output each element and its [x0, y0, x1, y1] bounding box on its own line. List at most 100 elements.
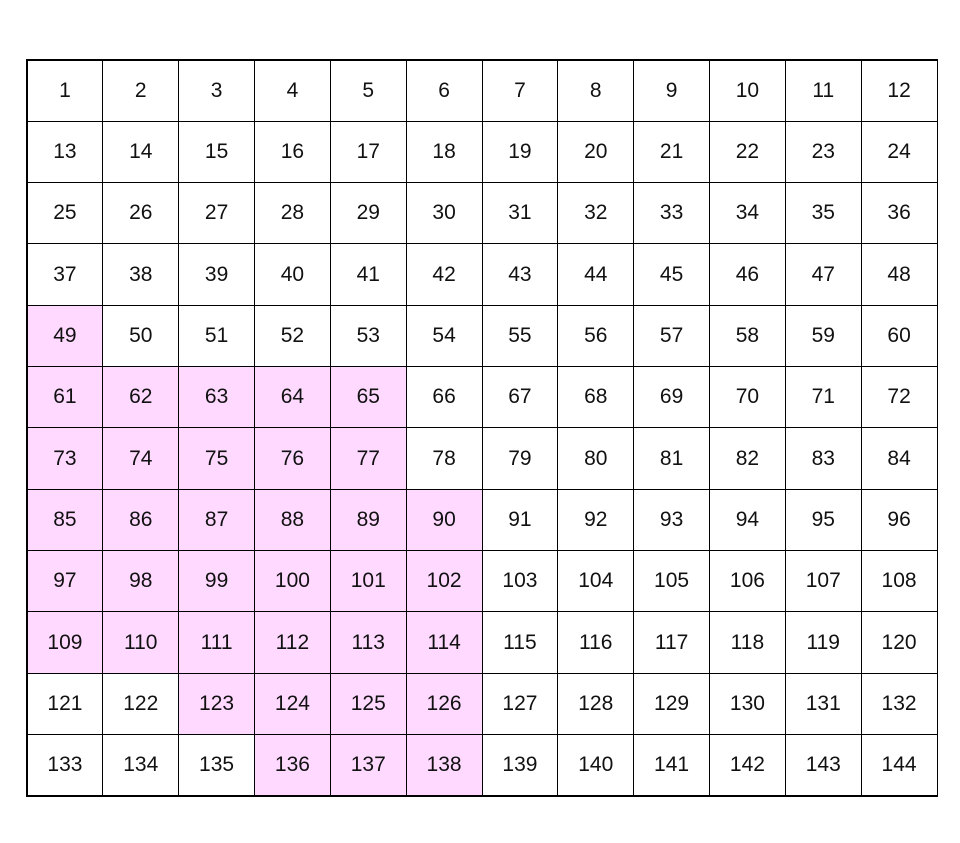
highlighted-number-cell: 90	[405, 488, 483, 552]
number-cell: 132	[860, 672, 938, 736]
number-cell: 3	[178, 59, 255, 122]
number-cell: 131	[784, 672, 862, 736]
number-cell: 69	[633, 366, 710, 429]
number-cell: 57	[633, 304, 710, 368]
number-cell: 1	[26, 59, 104, 122]
number-cell: 10	[709, 59, 786, 122]
number-cell: 135	[178, 734, 255, 797]
number-cell: 32	[557, 182, 635, 245]
number-cell: 42	[405, 243, 483, 306]
highlighted-number-cell: 62	[102, 366, 180, 429]
number-cell: 52	[254, 304, 331, 368]
number-cell: 141	[633, 734, 710, 797]
number-cell: 133	[26, 734, 104, 797]
number-cell: 66	[405, 366, 483, 429]
number-cell: 130	[709, 672, 786, 736]
number-cell: 68	[557, 366, 635, 429]
number-cell: 18	[405, 120, 483, 184]
number-cell: 60	[860, 304, 938, 368]
number-cell: 25	[26, 182, 104, 245]
number-cell: 56	[557, 304, 635, 368]
highlighted-number-cell: 75	[178, 427, 255, 490]
highlighted-number-cell: 49	[26, 304, 104, 368]
number-cell: 29	[329, 182, 407, 245]
highlighted-number-cell: 89	[329, 488, 407, 552]
number-cell: 7	[481, 59, 559, 122]
number-cell: 144	[860, 734, 938, 797]
number-cell: 8	[557, 59, 635, 122]
highlighted-number-cell: 136	[254, 734, 331, 797]
hundred-chart-grid: 1 2 3 4 5 6 7 8 9 10 11 12 13 1 4 15 16 17 18 19 20 21 22 23 24 2…	[26, 59, 938, 797]
number-cell: 20	[557, 120, 635, 184]
number-cell: 47	[784, 243, 862, 306]
number-cell: 84	[860, 427, 938, 490]
number-cell: 24	[860, 120, 938, 184]
number-cell: 115	[481, 611, 559, 674]
number-cell: 59	[784, 304, 862, 368]
number-cell: 16	[254, 120, 331, 184]
number-cell: 140	[557, 734, 635, 797]
number-cell: 19	[481, 120, 559, 184]
number-cell: 143	[784, 734, 862, 797]
number-cell: 51	[178, 304, 255, 368]
number-cell: 58	[709, 304, 786, 368]
number-cell: 72	[860, 366, 938, 429]
number-cell: 67	[481, 366, 559, 429]
number-cell: 4	[254, 59, 331, 122]
number-cell: 37	[26, 243, 104, 306]
number-cell: 12	[860, 59, 938, 122]
number-cell: 26	[102, 182, 180, 245]
number-cell: 15	[178, 120, 255, 184]
highlighted-number-cell: 125	[329, 672, 407, 736]
number-cell: 83	[784, 427, 862, 490]
number-cell: 17	[329, 120, 407, 184]
number-cell: 117	[633, 611, 710, 674]
number-cell: 54	[405, 304, 483, 368]
number-cell: 71	[784, 366, 862, 429]
number-cell: 70	[709, 366, 786, 429]
number-cell: 103	[481, 550, 559, 613]
highlighted-number-cell: 112	[254, 611, 331, 674]
number-cell: 120	[860, 611, 938, 674]
number-cell: 116	[557, 611, 635, 674]
number-cell: 41	[329, 243, 407, 306]
highlighted-number-cell: 138	[405, 734, 483, 797]
number-cell: 48	[860, 243, 938, 306]
number-cell: 96	[860, 488, 938, 552]
number-cell: 28	[254, 182, 331, 245]
number-cell: 23	[784, 120, 862, 184]
number-cell: 31	[481, 182, 559, 245]
highlighted-number-cell: 85	[26, 488, 104, 552]
highlighted-number-cell: 77	[329, 427, 407, 490]
number-cell: 79	[481, 427, 559, 490]
highlighted-number-cell: 109	[26, 611, 104, 674]
number-cell: 129	[633, 672, 710, 736]
highlighted-number-cell: 123	[178, 672, 255, 736]
number-cell: 104	[557, 550, 635, 613]
highlighted-number-cell: 100	[254, 550, 331, 613]
number-cell: 118	[709, 611, 786, 674]
number-cell: 95	[784, 488, 862, 552]
highlighted-number-cell: 110	[102, 611, 180, 674]
number-cell: 2	[102, 59, 180, 122]
number-cell: 27	[178, 182, 255, 245]
highlighted-number-cell: 65	[329, 366, 407, 429]
highlighted-number-cell: 64	[254, 366, 331, 429]
number-cell: 34	[709, 182, 786, 245]
number-cell: 50	[102, 304, 180, 368]
highlighted-number-cell: 124	[254, 672, 331, 736]
number-cell: 22	[709, 120, 786, 184]
number-cell: 33	[633, 182, 710, 245]
number-cell: 11	[784, 59, 862, 122]
number-cell: 35	[784, 182, 862, 245]
number-cell: 81	[633, 427, 710, 490]
number-cell: 55	[481, 304, 559, 368]
number-cell: 94	[709, 488, 786, 552]
number-cell: 92	[557, 488, 635, 552]
highlighted-number-cell: 102	[405, 550, 483, 613]
highlighted-number-cell: 101	[329, 550, 407, 613]
highlighted-number-cell: 113	[329, 611, 407, 674]
highlighted-number-cell: 99	[178, 550, 255, 613]
number-cell: 13	[26, 120, 104, 184]
highlighted-number-cell: 114	[405, 611, 483, 674]
